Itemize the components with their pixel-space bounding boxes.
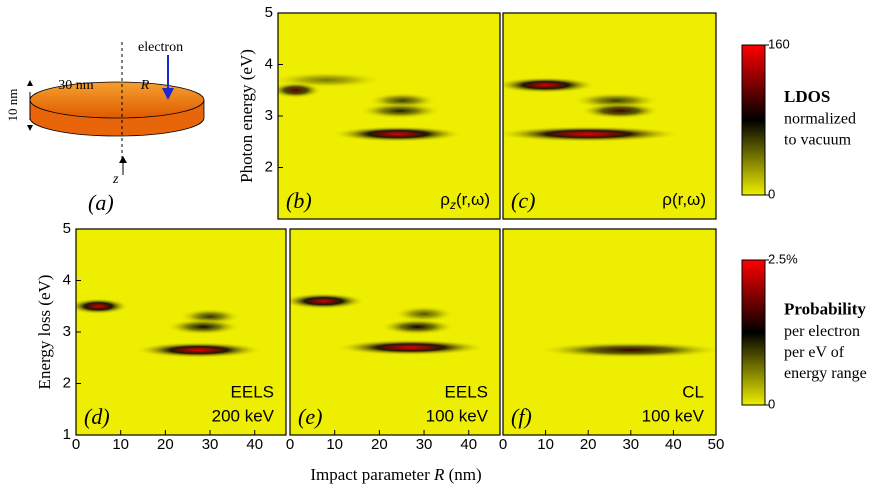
- x-tick-label: 40: [246, 436, 263, 453]
- annotation: 100 keV: [426, 406, 489, 425]
- heatmap: [537, 342, 716, 359]
- annotation: CL: [682, 382, 704, 401]
- x-label-symbol: R: [433, 465, 445, 484]
- colorbar-tick-label: 160: [768, 36, 790, 51]
- x-tick-label: 10: [112, 436, 129, 453]
- x-tick-label: 30: [416, 436, 433, 453]
- x-tick-label: 0: [499, 436, 507, 453]
- x-tick-label: 0: [72, 436, 80, 453]
- colorbar-subtitle: energy range: [784, 365, 867, 382]
- colorbar: [741, 259, 766, 406]
- disk-diagram: electron 30 nm R 10 nm z (a): [5, 40, 205, 215]
- resonance: [166, 318, 241, 335]
- x-tick-label: 0: [286, 436, 294, 453]
- panel-label: (e): [298, 404, 322, 429]
- colorbar-title: Probability: [784, 299, 866, 318]
- quantity-symbol: ρ: [440, 190, 450, 209]
- colorbar-subtitle: per electron: [784, 323, 860, 340]
- y-tick-label: 2: [63, 374, 71, 391]
- y-tick-label: 3: [265, 107, 273, 124]
- resonance: [135, 342, 263, 359]
- x-tick-label: 40: [460, 436, 477, 453]
- thickness-label: 10 nm: [5, 89, 20, 122]
- colorbar-subtitle: to vacuum: [784, 132, 852, 149]
- x-tick-label: 30: [202, 436, 219, 453]
- x-tick-label: 50: [708, 436, 725, 453]
- diameter-label: 30 nm: [58, 78, 94, 93]
- quantity-args: (r,ω): [672, 190, 706, 209]
- electron-label: electron: [138, 40, 183, 55]
- x-tick-label: 40: [665, 436, 682, 453]
- quantity-label: ρ(r,ω): [662, 190, 706, 209]
- x-tick-label: 20: [371, 436, 388, 453]
- colorbar-tick-label: 0: [768, 186, 775, 201]
- quantity-args: (r,ω): [456, 190, 490, 209]
- resonance: [580, 102, 661, 119]
- x-tick-label: 20: [157, 436, 174, 453]
- y-tick-label: 4: [265, 55, 273, 72]
- x-tick-label: 30: [622, 436, 639, 453]
- panel-label: (c): [511, 188, 535, 213]
- quantity-label: ρz(r,ω): [440, 190, 490, 212]
- x-tick-label: 10: [326, 436, 343, 453]
- resonance: [76, 298, 129, 315]
- annotation: EELS: [445, 382, 488, 401]
- heatmap: [278, 71, 464, 143]
- axis-label: z: [112, 172, 119, 187]
- heatmap: [76, 298, 263, 359]
- y-tick-label: 5: [63, 220, 71, 237]
- y-axis-label: Energy loss (eV): [35, 275, 54, 390]
- y-tick-label: 3: [63, 323, 71, 340]
- panel-label: (a): [88, 190, 114, 215]
- quantity-symbol: ρ: [662, 190, 672, 209]
- colorbar-subtitle: per eV of: [784, 344, 845, 361]
- annotation: 100 keV: [642, 406, 705, 425]
- x-tick-label: 10: [537, 436, 554, 453]
- colorbar-tick-label: 0: [768, 396, 775, 411]
- quantity-subscript: z: [449, 198, 456, 212]
- colorbar-subtitle: normalized: [784, 111, 856, 128]
- panel-frame: [289, 228, 501, 436]
- annotation: 200 keV: [212, 406, 275, 425]
- resonance: [380, 318, 455, 335]
- y-tick-label: 1: [63, 426, 71, 443]
- resonance: [503, 77, 597, 94]
- heatmap: [503, 77, 682, 143]
- heatmap-background: [503, 229, 716, 435]
- radius-label: R: [140, 78, 150, 93]
- x-label-unit: (nm): [444, 465, 481, 484]
- x-tick-label: 20: [580, 436, 597, 453]
- resonance: [290, 293, 366, 310]
- resonance: [503, 126, 682, 143]
- resonance: [278, 82, 322, 99]
- annotation: EELS: [231, 382, 274, 401]
- x-label-text: Impact parameter: [310, 465, 434, 484]
- y-tick-label: 2: [265, 158, 273, 175]
- colorbar: [741, 44, 766, 196]
- panel-label: (f): [511, 404, 532, 429]
- heatmap: [290, 293, 486, 356]
- panel-label: (b): [286, 188, 312, 213]
- y-axis-label: Photon energy (eV): [237, 49, 256, 183]
- y-tick-label: 4: [63, 271, 71, 288]
- panel-label: (d): [84, 404, 110, 429]
- resonance: [335, 339, 486, 356]
- colorbar-tick-label: 2.5%: [768, 251, 798, 266]
- panel-frame: [502, 228, 717, 436]
- colorbar-title: LDOS: [784, 87, 830, 106]
- y-tick-label: 5: [265, 4, 273, 21]
- resonance: [358, 102, 442, 119]
- resonance: [537, 342, 716, 359]
- resonance: [332, 126, 464, 143]
- panel-frame: [502, 12, 717, 220]
- x-axis-label: Impact parameter R (nm): [310, 465, 481, 484]
- resonance: [393, 305, 455, 322]
